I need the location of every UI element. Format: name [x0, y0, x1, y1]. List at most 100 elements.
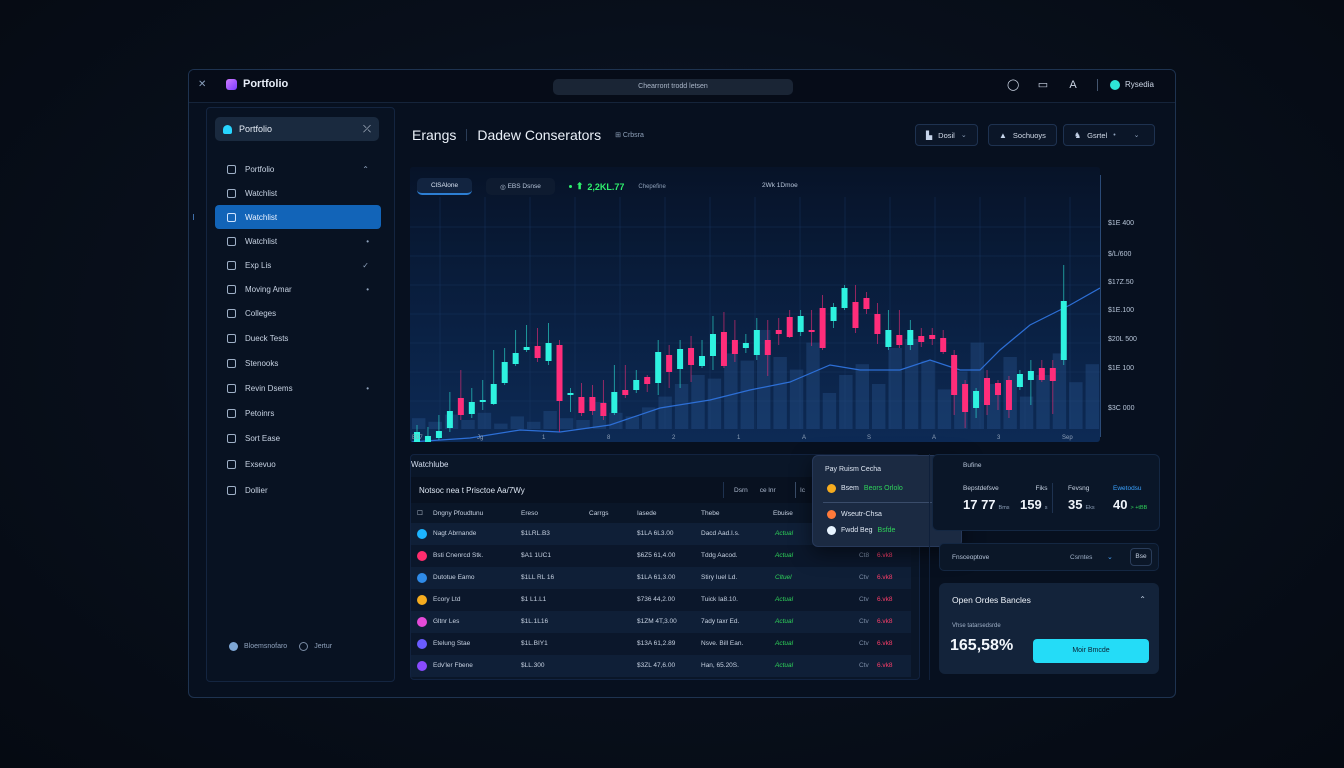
row-name[interactable]: Dutotue Eamo — [433, 574, 475, 581]
watchlist-table: Notsoc nea t Prisctoe Aa/7Wy Dsrn ce lnr… — [411, 477, 919, 679]
row-date: Stiry Iuel Ld. — [701, 574, 738, 581]
row-name[interactable]: Bsti Cnenrcd Stk. — [433, 552, 484, 559]
briefcase-icon — [227, 164, 236, 174]
table-row[interactable]: Dutotue Eamo $1LL RL 16 $1LA 61,3.00 Stiry … — [411, 567, 911, 589]
row-v2: 6.vk8 — [877, 662, 893, 669]
up-arrow-icon: ⬆ — [575, 181, 584, 191]
row-v2: 6.vk8 — [877, 552, 893, 559]
stat-1: Bepstdefsve 17 77 Bms — [963, 485, 1010, 512]
orders-cta-button[interactable]: Moir Bmcde — [1033, 639, 1149, 663]
row-name[interactable]: Gltnr Les — [433, 618, 460, 625]
row-price: $LL.300 — [521, 662, 545, 669]
watchlist-filter[interactable]: Dsrn ce lnr — [723, 482, 786, 498]
sidebar-item-stenooks[interactable]: Stenooks — [215, 351, 381, 375]
sidebar-item-portfolio[interactable]: Portfolio ⌃ — [215, 157, 381, 181]
row-status: Actual — [775, 640, 794, 647]
row-name[interactable]: Ecory Ltd — [433, 596, 461, 603]
globe-icon[interactable] — [229, 642, 238, 651]
page-title: Erangs Dadew Conserators ⊞ Crbsra — [412, 127, 644, 143]
select-all-checkbox[interactable]: ☐ — [417, 510, 423, 517]
stats-title: Bufine — [963, 462, 982, 469]
sochuoys-button[interactable]: ▲ Sochuoys — [988, 124, 1057, 146]
sidebar-item-dueck-tests[interactable]: Dueck Tests — [215, 326, 381, 350]
tab-clsalone[interactable]: ClSAlone — [417, 178, 473, 195]
home-icon — [227, 485, 236, 495]
popover-item-fwdd[interactable]: Fwdd Beg Bsfde — [827, 526, 895, 535]
popover-item-bsem[interactable]: Bsem Beors Orlolo — [827, 484, 903, 493]
current-price: ⬆ 2,2KL.77 — [568, 181, 624, 192]
sidebar-item-watchlist-active[interactable]: Watchlist — [215, 205, 381, 229]
search-input[interactable]: Chearront trodd letsen — [553, 79, 793, 95]
sidebar-item-exsevuo[interactable]: Exsevuo — [215, 452, 381, 476]
svg-text:1: 1 — [737, 435, 741, 441]
gsrtel-dropdown[interactable]: ♞ Gsrtel • ⌄ — [1063, 124, 1155, 146]
col-status[interactable]: Ebuise — [773, 509, 793, 517]
sidebar-item-petoinrs[interactable]: Petoinrs — [215, 401, 381, 425]
table-row[interactable]: Ecory Ltd $1 L1.L1 $736 44,2.00 Tuick Ia8.1… — [411, 589, 911, 611]
col-change[interactable]: Carrgs — [589, 509, 609, 517]
filter-select[interactable]: Csrntes — [1070, 554, 1093, 561]
bell-icon[interactable]: ◯ — [1007, 79, 1020, 91]
coin-icon — [827, 510, 836, 519]
sidebar-item-colleges[interactable]: Colleges — [215, 301, 381, 325]
portfolio-logo-icon — [223, 124, 232, 134]
col-volume[interactable]: Iasede — [637, 509, 657, 517]
row-name[interactable]: Edv'ler Fbene — [433, 662, 473, 669]
watchlist-filter-2[interactable]: Ic — [795, 482, 805, 498]
sidebar-item-revin-dsems[interactable]: Revin Dsems • — [215, 376, 381, 400]
sidebar-item-moving-amar[interactable]: Moving Amar • — [215, 277, 381, 301]
col-date[interactable]: Thebe — [701, 509, 720, 517]
table-row[interactable]: Gltnr Les $1L.1L16 $1ZM 4T,3.00 7ady taxr E… — [411, 611, 911, 633]
filter-button[interactable]: Bse — [1130, 548, 1152, 566]
sidebar-edge-handle[interactable] — [193, 214, 194, 220]
coin-icon — [417, 661, 427, 671]
chevron-down-icon[interactable]: ⌄ — [1107, 554, 1113, 561]
user-menu[interactable]: Rysedia — [1110, 79, 1154, 90]
sidebar-item-sort-ease[interactable]: Sort Ease — [215, 426, 381, 450]
calendar-icon — [227, 260, 236, 270]
footer-left-link[interactable]: Bloemsnofaro — [244, 643, 288, 650]
row-change: $736 44,2.00 — [637, 596, 675, 603]
svg-text:S: S — [867, 435, 871, 441]
svg-text:8: 8 — [607, 435, 611, 441]
collapse-sidebar-icon[interactable]: ⤫ — [363, 123, 371, 135]
dosil-dropdown[interactable]: ▙ Dosil ⌄ — [915, 124, 978, 146]
price-chart[interactable]: E07 Jg 1 8 2 1 A S A 3 Sep ClSAlone ◎ EBS Dsnse ⬆ … — [410, 167, 1100, 442]
popover-item-wseutr[interactable]: Wseutr-Chsa — [827, 510, 882, 519]
table-row[interactable]: Etelung Stae $1L.BIY1 $13A 61,2.89 Nsve. Bi… — [411, 633, 911, 655]
col-price[interactable]: Ereso — [521, 509, 538, 517]
sidebar-header[interactable]: Portfolio ⤫ — [215, 117, 379, 141]
sidebar-item-exp-lis[interactable]: Exp Lis ✓ — [215, 253, 381, 277]
row-name[interactable]: Nagt Abrnande — [433, 530, 477, 537]
table-row[interactable]: Edv'ler Fbene $LL.300 $3ZL 47,6.00 Han, 65.… — [411, 655, 911, 677]
close-icon[interactable]: ✕ — [198, 79, 207, 90]
sidebar-item-watchlist-2[interactable]: Watchlist • — [215, 229, 381, 253]
chevron-up-icon[interactable]: ⌃ — [1139, 595, 1146, 604]
titlebar-actions: ◯ ▭ A Rysedia — [1007, 78, 1154, 91]
col-name[interactable]: Dngny Pfoudtunu — [433, 509, 484, 517]
stat-2: Fiks 159 s — [1020, 485, 1048, 512]
chart-bar-icon — [227, 284, 236, 294]
sidebar-item-watchlist[interactable]: Watchlist — [215, 181, 381, 205]
table-row[interactable]: Nagt Abrnande $1LRL.B3 $1LA 6L3.00 Dacd Aad… — [411, 523, 911, 545]
row-name[interactable]: Etelung Stae — [433, 640, 471, 647]
row-date: 7ady taxr Ed. — [701, 618, 740, 625]
row-price: $1L.1L16 — [521, 618, 549, 625]
toggle-icon[interactable] — [299, 642, 309, 651]
candlestick-chart[interactable]: E07 Jg 1 8 2 1 A S A 3 Sep — [410, 167, 1100, 442]
coin-icon — [417, 617, 427, 627]
tab-ebs-dsnse[interactable]: ◎ EBS Dsnse — [486, 178, 555, 195]
sidebar-item-dollier[interactable]: Dollier — [215, 478, 381, 502]
coin-icon — [417, 595, 427, 605]
chart-tabs: ClSAlone ◎ EBS Dsnse ⬆ 2,2KL.77 Chepefin… — [417, 178, 666, 195]
divider — [466, 129, 468, 141]
card-icon[interactable]: ▭ — [1037, 79, 1049, 91]
range-label[interactable]: 2Wk 1Dmoe — [762, 182, 798, 189]
users-icon — [227, 408, 236, 418]
row-price: $1LL RL 16 — [521, 574, 555, 581]
lock-icon[interactable]: A — [1069, 78, 1077, 91]
app-window: ✕ Portfolio Chearront trodd letsen ◯ ▭ A… — [188, 69, 1176, 698]
table-row[interactable]: Bsti Cnenrcd Stk. $A1 1UC1 $6Z5 61,4.00 Tdd… — [411, 545, 911, 567]
coin-icon — [827, 526, 836, 535]
footer-right-link[interactable]: Jertur — [314, 643, 333, 650]
